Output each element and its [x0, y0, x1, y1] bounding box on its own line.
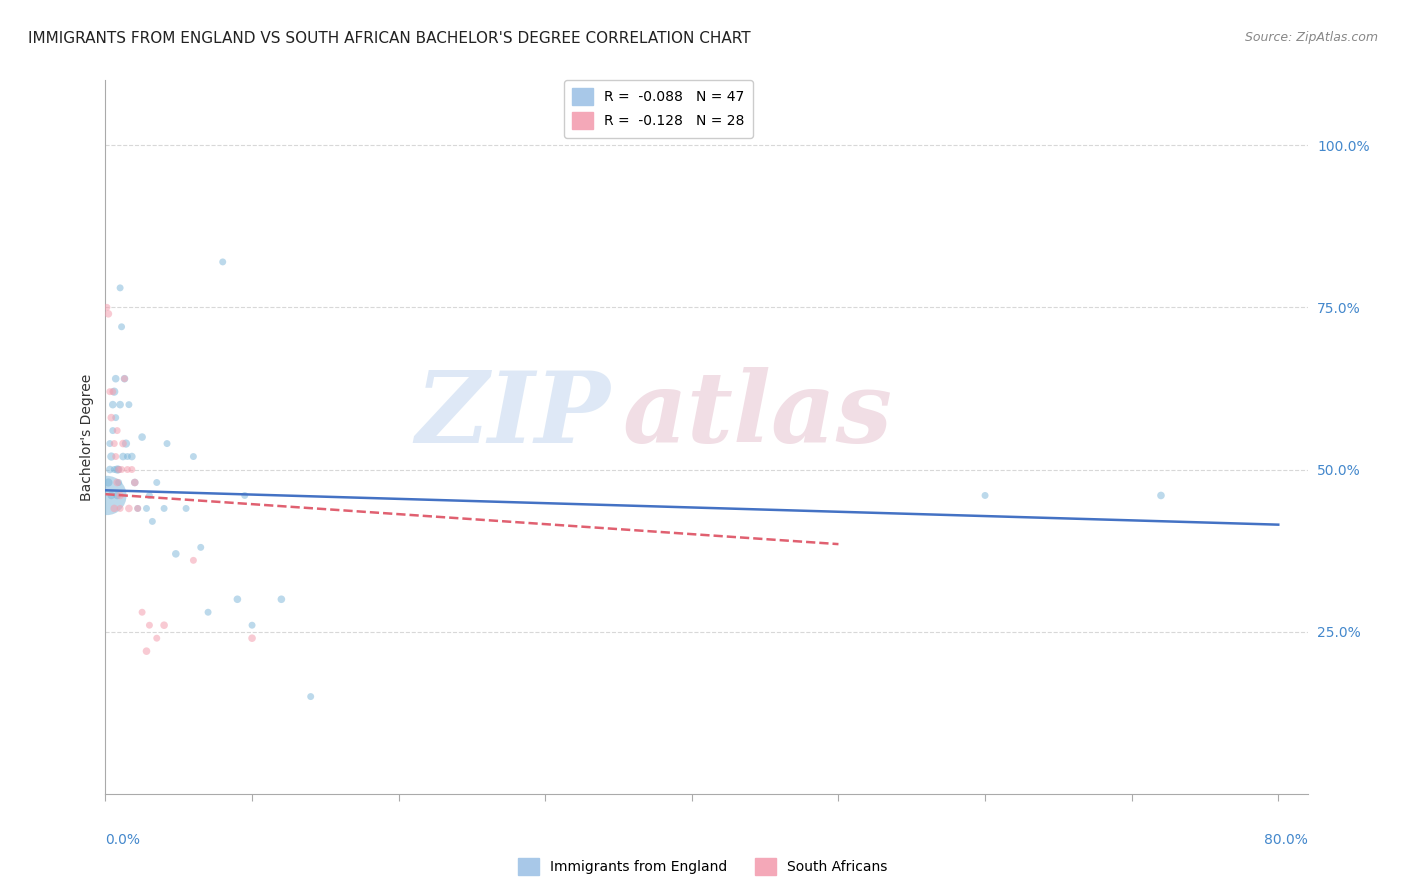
- Point: [108, 398, 131, 412]
- Point: [141, 515, 163, 529]
- Point: [101, 424, 124, 438]
- Point: [226, 592, 249, 607]
- Point: [105, 488, 128, 502]
- Point: [100, 450, 122, 464]
- Point: [183, 553, 205, 567]
- Point: [124, 475, 146, 490]
- Point: [96, 488, 118, 502]
- Point: [117, 450, 139, 464]
- Point: [233, 488, 256, 502]
- Point: [183, 450, 205, 464]
- Legend: R =  -0.088   N = 47, R =  -0.128   N = 28: R = -0.088 N = 47, R = -0.128 N = 28: [564, 80, 754, 137]
- Point: [98, 384, 121, 399]
- Legend: Immigrants from England, South Africans: Immigrants from England, South Africans: [513, 853, 893, 880]
- Point: [112, 450, 135, 464]
- Text: IMMIGRANTS FROM ENGLAND VS SOUTH AFRICAN BACHELOR'S DEGREE CORRELATION CHART: IMMIGRANTS FROM ENGLAND VS SOUTH AFRICAN…: [28, 31, 751, 46]
- Point: [104, 372, 127, 386]
- Point: [103, 436, 125, 450]
- Point: [115, 436, 138, 450]
- Text: Source: ZipAtlas.com: Source: ZipAtlas.com: [1244, 31, 1378, 45]
- Point: [165, 547, 187, 561]
- Point: [135, 644, 157, 658]
- Point: [100, 410, 122, 425]
- Point: [138, 618, 160, 632]
- Point: [240, 618, 263, 632]
- Point: [156, 436, 179, 450]
- Point: [114, 372, 136, 386]
- Point: [240, 631, 263, 645]
- Point: [98, 462, 121, 476]
- Point: [135, 501, 157, 516]
- Point: [114, 372, 136, 386]
- Point: [190, 541, 212, 555]
- Point: [108, 501, 131, 516]
- Text: 0.0%: 0.0%: [105, 833, 141, 847]
- Point: [108, 281, 131, 295]
- Point: [105, 475, 128, 490]
- Point: [101, 398, 124, 412]
- Point: [145, 475, 167, 490]
- Point: [112, 436, 135, 450]
- Point: [103, 462, 125, 476]
- Text: 80.0%: 80.0%: [1264, 833, 1308, 847]
- Y-axis label: Bachelor's Degree: Bachelor's Degree: [80, 374, 94, 500]
- Point: [105, 462, 128, 476]
- Point: [110, 462, 132, 476]
- Point: [107, 475, 129, 490]
- Point: [1150, 488, 1173, 502]
- Text: ZIP: ZIP: [415, 368, 610, 464]
- Point: [103, 501, 125, 516]
- Text: atlas: atlas: [623, 368, 893, 464]
- Point: [145, 631, 167, 645]
- Point: [270, 592, 292, 607]
- Point: [153, 618, 176, 632]
- Point: [97, 475, 120, 490]
- Point: [118, 398, 141, 412]
- Point: [101, 384, 124, 399]
- Point: [974, 488, 997, 502]
- Point: [108, 488, 131, 502]
- Point: [110, 319, 132, 334]
- Point: [127, 501, 149, 516]
- Point: [124, 475, 146, 490]
- Point: [107, 462, 129, 476]
- Point: [96, 301, 118, 315]
- Point: [117, 462, 139, 476]
- Point: [105, 424, 128, 438]
- Point: [104, 410, 127, 425]
- Point: [103, 384, 125, 399]
- Point: [100, 488, 122, 502]
- Point: [174, 501, 197, 516]
- Point: [121, 462, 143, 476]
- Point: [97, 307, 120, 321]
- Point: [131, 430, 153, 444]
- Point: [127, 501, 149, 516]
- Point: [107, 462, 129, 476]
- Point: [153, 501, 176, 516]
- Point: [197, 605, 219, 619]
- Point: [98, 436, 121, 450]
- Point: [299, 690, 322, 704]
- Point: [138, 488, 160, 502]
- Point: [104, 450, 127, 464]
- Point: [118, 501, 141, 516]
- Point: [131, 605, 153, 619]
- Point: [121, 450, 143, 464]
- Point: [211, 255, 233, 269]
